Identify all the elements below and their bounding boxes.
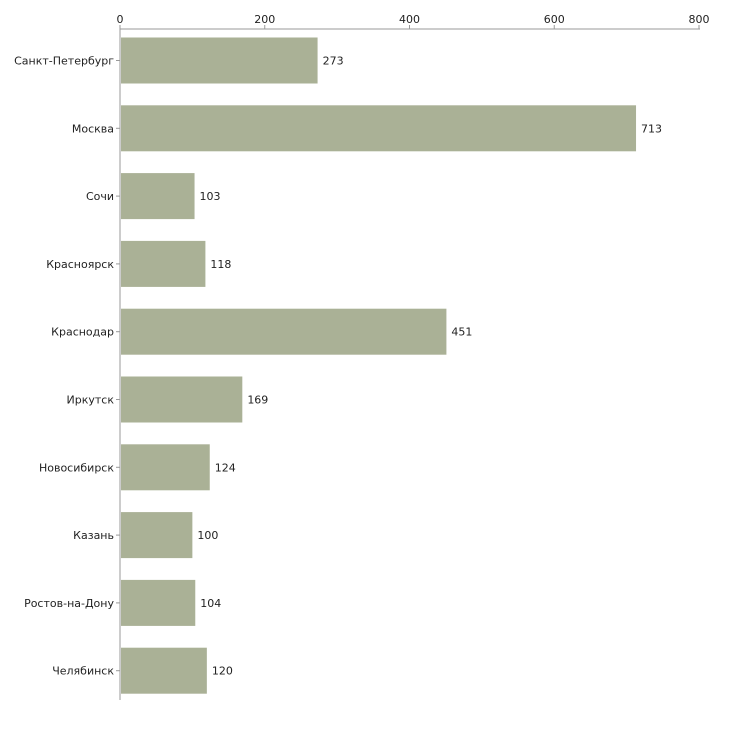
bar-5 bbox=[121, 376, 243, 423]
x-tick-label: 400 bbox=[399, 13, 420, 26]
category-label: Ростов-на-Дону bbox=[24, 597, 114, 610]
value-label: 169 bbox=[247, 394, 268, 407]
bar-2 bbox=[121, 173, 195, 220]
value-label: 713 bbox=[641, 122, 662, 135]
category-label: Челябинск bbox=[52, 665, 114, 678]
x-tick-label: 600 bbox=[544, 13, 565, 26]
value-label: 104 bbox=[200, 597, 221, 610]
x-tick-label: 800 bbox=[689, 13, 710, 26]
axis-layer: 0 200 400 600 800 bbox=[116, 13, 710, 700]
value-label: 103 bbox=[200, 190, 221, 203]
value-label: 100 bbox=[197, 529, 218, 542]
category-label: Москва bbox=[72, 122, 114, 135]
value-label: 120 bbox=[212, 665, 233, 678]
labels-layer: Санкт-Петербург 273 Москва 713 Сочи 103 Красно… bbox=[14, 55, 662, 678]
bars-layer bbox=[121, 37, 637, 694]
category-label: Краснодар bbox=[51, 326, 114, 339]
bar-1 bbox=[121, 105, 637, 152]
bar-9 bbox=[121, 647, 207, 694]
x-tick-label: 200 bbox=[254, 13, 275, 26]
value-label: 124 bbox=[215, 461, 236, 474]
category-label: Казань bbox=[73, 529, 114, 542]
value-label: 451 bbox=[451, 326, 472, 339]
bar-7 bbox=[121, 512, 193, 559]
bar-0 bbox=[121, 37, 318, 84]
category-label: Красноярск bbox=[46, 258, 114, 271]
value-label: 273 bbox=[323, 55, 344, 68]
category-label: Сочи bbox=[86, 190, 114, 203]
category-label: Санкт-Петербург bbox=[14, 55, 114, 68]
bar-4 bbox=[121, 308, 447, 355]
value-label: 118 bbox=[210, 258, 231, 271]
x-tick-label: 0 bbox=[117, 13, 124, 26]
bar-8 bbox=[121, 579, 196, 626]
category-label: Иркутск bbox=[67, 394, 115, 407]
bar-3 bbox=[121, 240, 206, 287]
category-label: Новосибирск bbox=[39, 461, 114, 474]
bar-6 bbox=[121, 444, 210, 491]
